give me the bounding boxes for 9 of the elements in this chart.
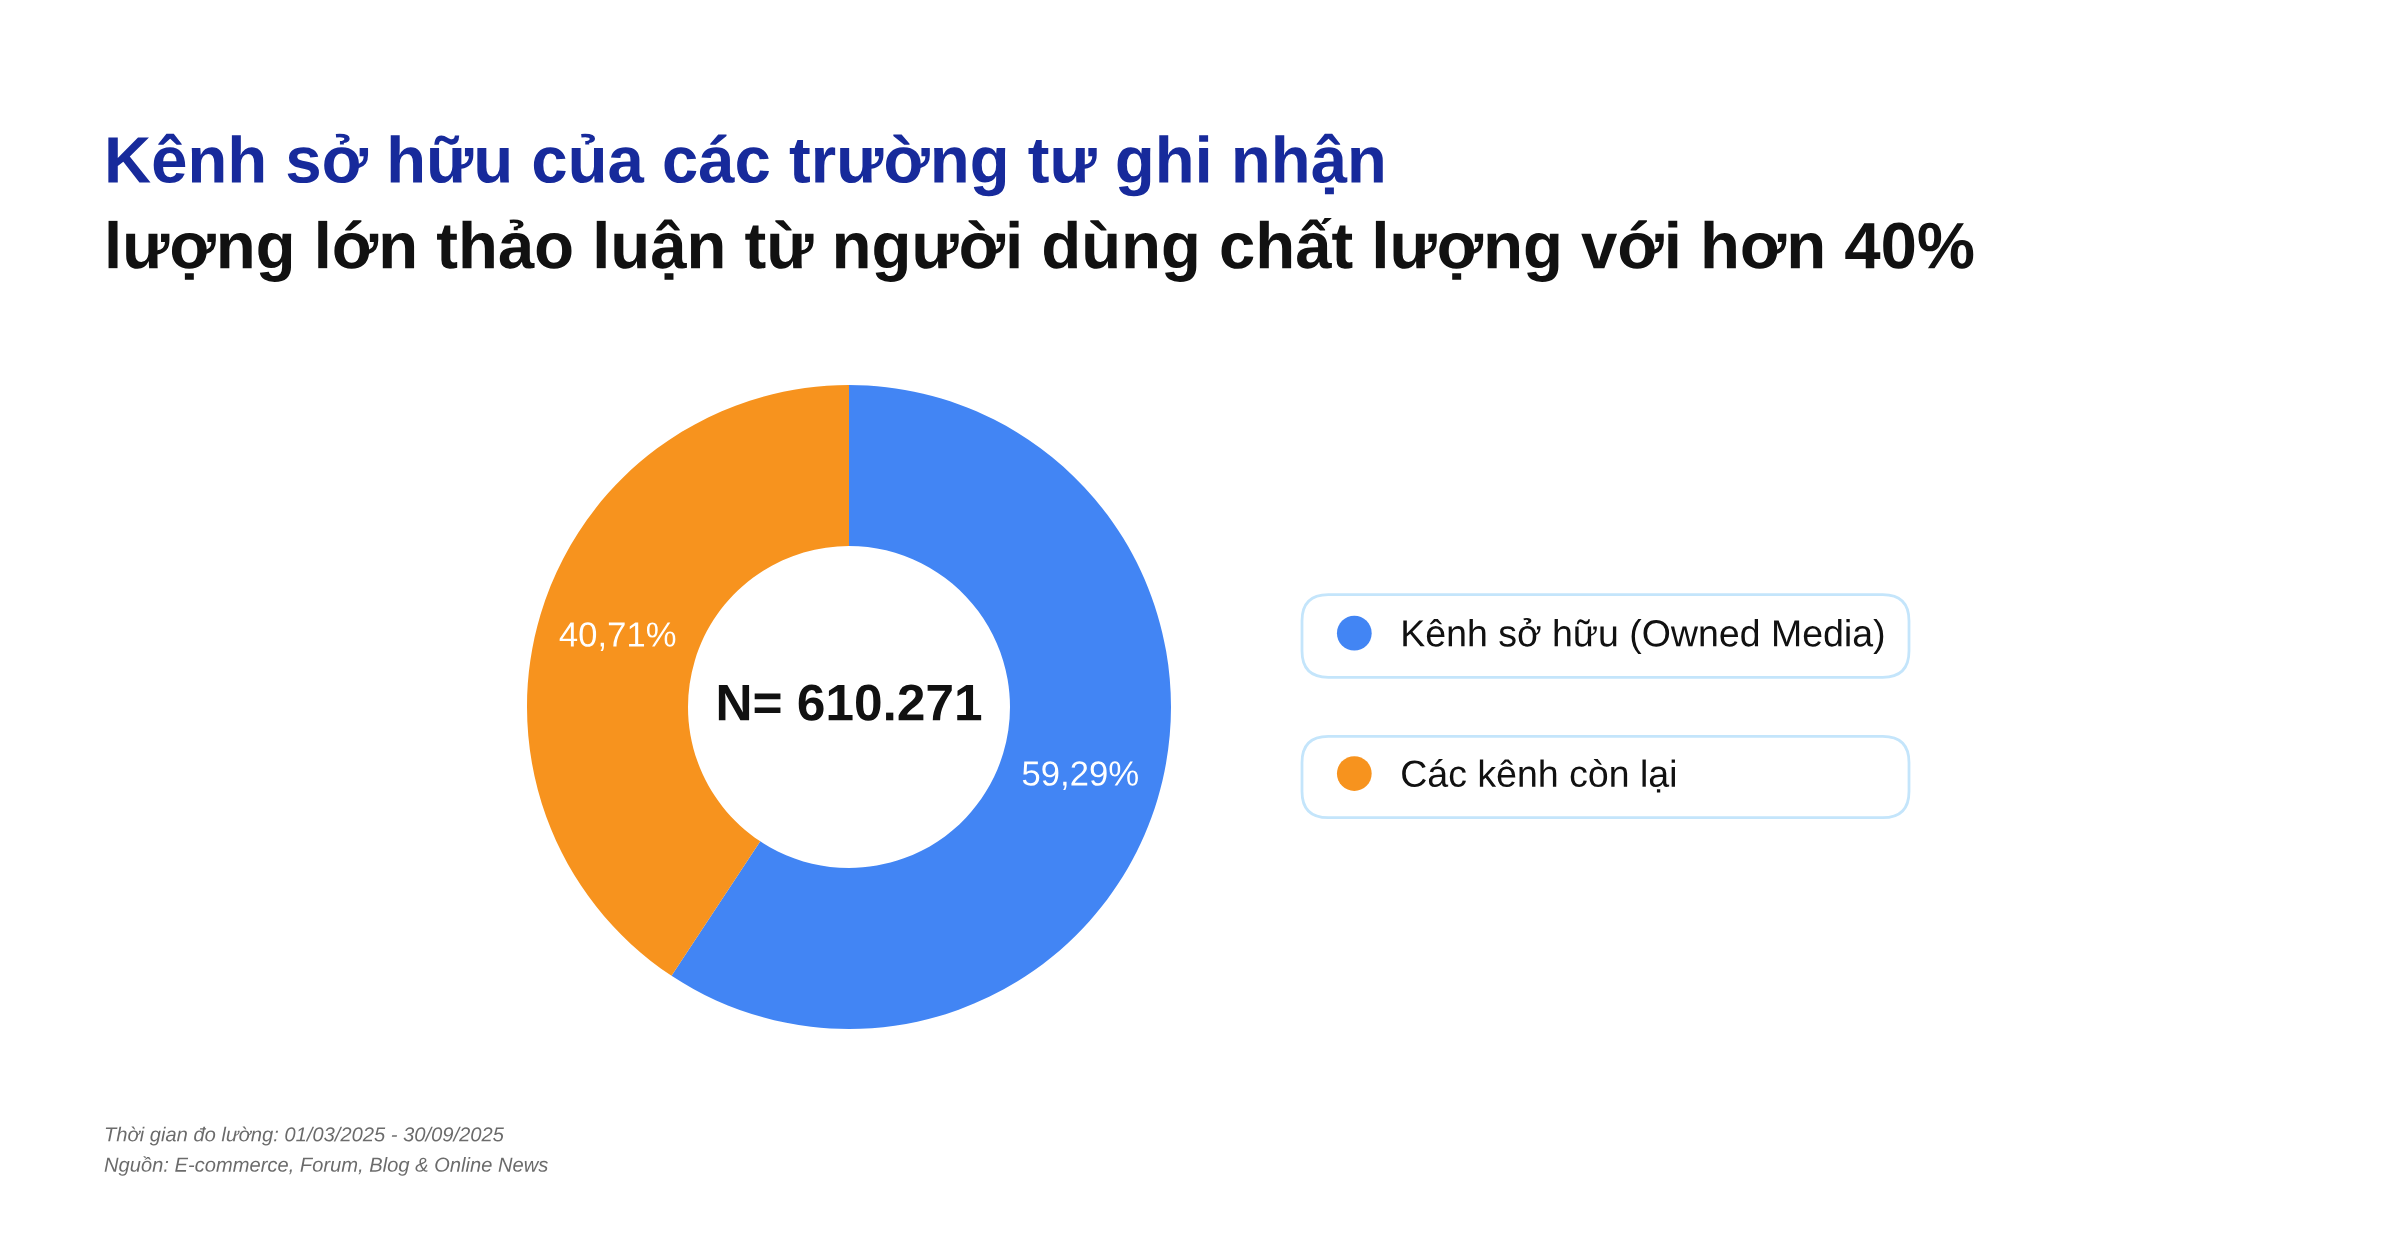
chart-subtitle: lượng lớn thảo luận từ người dùng chất lượng với hơn 40% xyxy=(108,218,1974,282)
data-label: 59,29% xyxy=(1022,761,1138,790)
legend-label: Các kênh còn lại xyxy=(1402,759,1675,793)
text: N= 610.271 xyxy=(718,684,982,721)
text: Thời gian đo lường: 01/03/2025 - 30/09/2025 xyxy=(105,1126,504,1146)
data-label: 40,71% xyxy=(559,622,676,651)
legend-label: Kênh sở hữu (Owned Media) xyxy=(1403,617,1884,655)
chart-title: Kênh sở hữu của các trường tư ghi nhận xyxy=(108,133,1383,197)
text: Nguồn: E-commerce, Forum, Blog & Online News xyxy=(104,1156,548,1176)
